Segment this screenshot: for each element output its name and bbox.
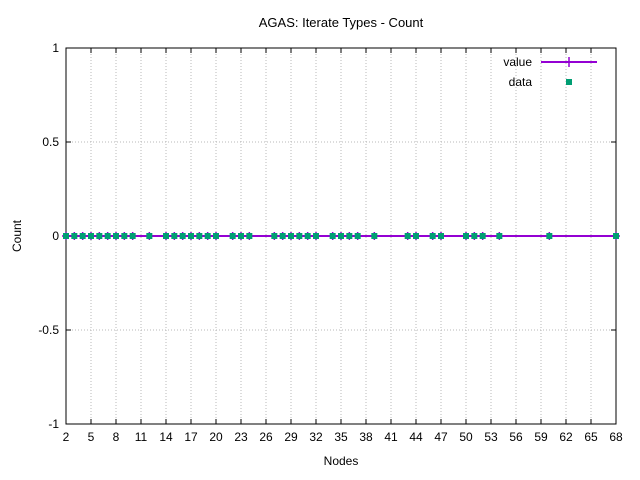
legend-sample-value (540, 54, 600, 70)
data-point-marker (104, 233, 111, 239)
data-point-marker (313, 233, 319, 239)
legend-label-value: value (503, 55, 532, 69)
data-point-marker (404, 233, 411, 239)
data-point-marker (146, 233, 153, 239)
data-point-marker (338, 233, 344, 239)
data-point-marker (279, 233, 286, 239)
legend-square-icon (566, 79, 572, 85)
x-tick-label: 32 (309, 430, 323, 444)
x-tick-label: 35 (334, 430, 348, 444)
data-point-marker (371, 233, 378, 239)
data-point-marker (354, 233, 361, 239)
x-tick-label: 44 (409, 430, 423, 444)
x-axis-label: Nodes (323, 454, 359, 468)
y-axis-label: Count (10, 219, 24, 253)
data-point-marker (79, 233, 86, 239)
data-point-marker (129, 233, 136, 239)
x-tick-label: 23 (234, 430, 248, 444)
y-tick-label: -1 (48, 417, 59, 431)
x-tick-label: 53 (484, 430, 498, 444)
legend-label-data: data (508, 75, 532, 89)
data-point-marker (271, 233, 278, 239)
data-point-marker (346, 233, 353, 239)
data-point-marker (438, 233, 444, 239)
data-point-marker (329, 233, 336, 239)
data-point-marker (96, 233, 103, 239)
data-point-marker (204, 233, 211, 239)
data-point-marker (463, 233, 469, 239)
x-tick-label: 17 (184, 430, 198, 444)
legend: value data (452, 52, 600, 92)
data-point-marker (113, 233, 119, 239)
data-point-marker (613, 233, 619, 239)
data-point-marker (246, 233, 253, 239)
data-point-marker (71, 233, 78, 239)
x-tick-label: 68 (609, 430, 623, 444)
x-tick-label: 62 (559, 430, 573, 444)
data-point-marker (188, 233, 194, 239)
x-tick-label: 20 (209, 430, 223, 444)
x-tick-label: 14 (159, 430, 173, 444)
x-tick-label: 5 (88, 430, 95, 444)
data-point-marker (63, 233, 69, 239)
y-tick-label: 1 (52, 41, 59, 55)
data-point-marker (88, 233, 94, 239)
x-tick-label: 65 (584, 430, 598, 444)
data-point-marker (304, 233, 311, 239)
x-tick-label: 26 (259, 430, 273, 444)
x-tick-label: 38 (359, 430, 373, 444)
x-tick-label: 8 (113, 430, 120, 444)
x-tick-label: 50 (459, 430, 473, 444)
x-tick-label: 41 (384, 430, 398, 444)
data-point-marker (296, 233, 303, 239)
y-tick-label: -0.5 (38, 323, 59, 337)
legend-sample-data (540, 74, 600, 90)
legend-entry-data: data (452, 72, 600, 92)
y-tick-label: 0 (52, 229, 59, 243)
data-point-marker (179, 233, 186, 239)
data-point-marker (546, 233, 553, 239)
data-point-marker (238, 233, 244, 239)
data-point-marker (471, 233, 478, 239)
data-point-marker (429, 233, 436, 239)
x-tick-label: 11 (135, 430, 148, 444)
data-point-marker (288, 233, 294, 239)
data-point-marker (121, 233, 128, 239)
y-tick-label: 0.5 (42, 135, 59, 149)
chart-title: AGAS: Iterate Types - Count (258, 15, 424, 30)
data-point-marker (213, 233, 219, 239)
data-point-marker (496, 233, 503, 239)
data-point-marker (196, 233, 203, 239)
data-point-marker (171, 233, 178, 239)
data-point-marker (229, 233, 236, 239)
data-point-marker (479, 233, 486, 239)
x-tick-label: 29 (284, 430, 298, 444)
data-point-marker (163, 233, 169, 239)
data-point-marker (413, 233, 419, 239)
x-tick-label: 59 (534, 430, 548, 444)
x-tick-label: 2 (63, 430, 70, 444)
x-tick-label: 47 (434, 430, 448, 444)
x-tick-label: 56 (509, 430, 523, 444)
legend-entry-value: value (452, 52, 600, 72)
